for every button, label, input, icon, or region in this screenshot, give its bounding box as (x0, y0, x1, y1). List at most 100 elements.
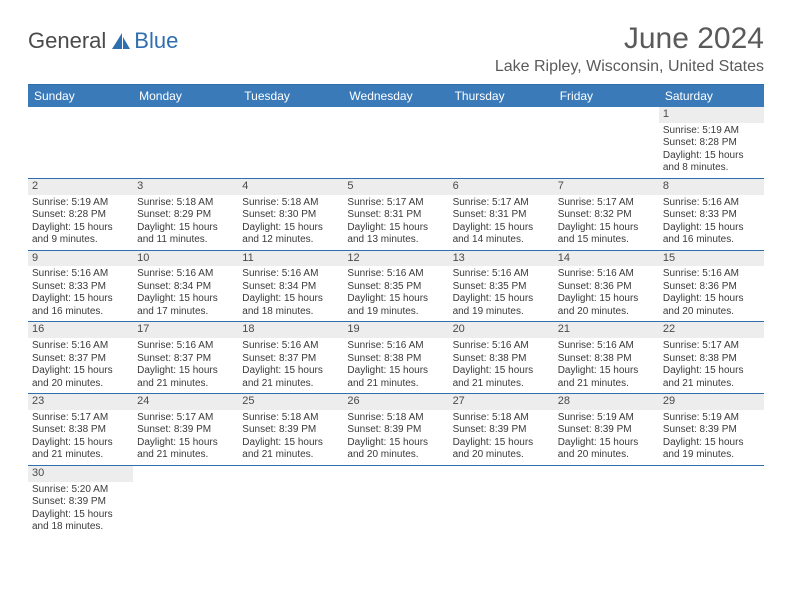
calendar-cell: 29Sunrise: 5:19 AMSunset: 8:39 PMDayligh… (659, 394, 764, 465)
sunrise-text: Sunrise: 5:18 AM (242, 412, 339, 425)
sunset-text: Sunset: 8:31 PM (453, 209, 550, 222)
day-number: 21 (554, 322, 659, 338)
daylight-text: and 8 minutes. (663, 162, 760, 175)
page-title: June 2024 (624, 22, 764, 56)
daylight-text: Daylight: 15 hours (453, 293, 550, 306)
sunrise-text: Sunrise: 5:17 AM (663, 340, 760, 353)
sunrise-text: Sunrise: 5:18 AM (347, 412, 444, 425)
sunset-text: Sunset: 8:37 PM (137, 353, 234, 366)
daylight-text: Daylight: 15 hours (663, 437, 760, 450)
sunset-text: Sunset: 8:39 PM (558, 424, 655, 437)
sunset-text: Sunset: 8:34 PM (242, 281, 339, 294)
sunset-text: Sunset: 8:28 PM (663, 137, 760, 150)
day-number: 3 (133, 179, 238, 195)
daylight-text: Daylight: 15 hours (347, 365, 444, 378)
calendar-page: General Blue June 2024 Lake Ripley, Wisc… (0, 0, 792, 559)
daylight-text: and 21 minutes. (137, 449, 234, 462)
sunset-text: Sunset: 8:38 PM (453, 353, 550, 366)
sunset-text: Sunset: 8:33 PM (663, 209, 760, 222)
sunrise-text: Sunrise: 5:16 AM (453, 340, 550, 353)
day-number: 10 (133, 251, 238, 267)
daylight-text: and 19 minutes. (453, 306, 550, 319)
sunrise-text: Sunrise: 5:19 AM (663, 412, 760, 425)
day-number: 27 (449, 394, 554, 410)
day-number: 15 (659, 251, 764, 267)
calendar-cell: 2Sunrise: 5:19 AMSunset: 8:28 PMDaylight… (28, 179, 133, 250)
day-number: 1 (659, 107, 764, 123)
daylight-text: and 19 minutes. (347, 306, 444, 319)
daylight-text: Daylight: 15 hours (558, 437, 655, 450)
daylight-text: and 20 minutes. (347, 449, 444, 462)
daylight-text: Daylight: 15 hours (137, 293, 234, 306)
calendar-cell: 18Sunrise: 5:16 AMSunset: 8:37 PMDayligh… (238, 322, 343, 393)
daylight-text: Daylight: 15 hours (242, 293, 339, 306)
sunrise-text: Sunrise: 5:18 AM (137, 197, 234, 210)
calendar-header-row: Sunday Monday Tuesday Wednesday Thursday… (28, 85, 764, 107)
daylight-text: Daylight: 15 hours (347, 293, 444, 306)
sunset-text: Sunset: 8:39 PM (453, 424, 550, 437)
sunset-text: Sunset: 8:28 PM (32, 209, 129, 222)
daylight-text: Daylight: 15 hours (32, 437, 129, 450)
daylight-text: Daylight: 15 hours (558, 293, 655, 306)
calendar-cell (238, 466, 343, 537)
daylight-text: Daylight: 15 hours (663, 222, 760, 235)
calendar-grid: Sunday Monday Tuesday Wednesday Thursday… (28, 84, 764, 537)
calendar-cell (554, 466, 659, 537)
day-number: 24 (133, 394, 238, 410)
sunrise-text: Sunrise: 5:16 AM (32, 268, 129, 281)
calendar-cell (133, 466, 238, 537)
daylight-text: Daylight: 15 hours (347, 222, 444, 235)
calendar-cell: 25 Sunrise: 5:18 AMSunset: 8:39 PMDayligh… (238, 394, 343, 465)
weeks-container: 1Sunrise: 5:19 AMSunset: 8:28 PMDaylight… (28, 107, 764, 537)
calendar-cell (343, 107, 448, 178)
calendar-cell: 3Sunrise: 5:18 AMSunset: 8:29 PMDaylight… (133, 179, 238, 250)
calendar-cell: 1Sunrise: 5:19 AMSunset: 8:28 PMDaylight… (659, 107, 764, 178)
day-number: 19 (343, 322, 448, 338)
day-header: Thursday (449, 85, 554, 107)
sunrise-text: Sunrise: 5:19 AM (558, 412, 655, 425)
calendar-cell: 9Sunrise: 5:16 AMSunset: 8:33 PMDaylight… (28, 251, 133, 322)
daylight-text: Daylight: 15 hours (453, 222, 550, 235)
sunrise-text: Sunrise: 5:17 AM (558, 197, 655, 210)
day-number: 4 (238, 179, 343, 195)
daylight-text: and 21 minutes. (32, 449, 129, 462)
sunset-text: Sunset: 8:33 PM (32, 281, 129, 294)
calendar-cell: 13Sunrise: 5:16 AMSunset: 8:35 PMDayligh… (449, 251, 554, 322)
sunrise-text: Sunrise: 5:17 AM (347, 197, 444, 210)
sunset-text: Sunset: 8:39 PM (242, 424, 339, 437)
calendar-week-row: 1Sunrise: 5:19 AMSunset: 8:28 PMDaylight… (28, 107, 764, 179)
calendar-cell: 26Sunrise: 5:18 AMSunset: 8:39 PMDayligh… (343, 394, 448, 465)
calendar-cell (659, 466, 764, 537)
daylight-text: and 20 minutes. (663, 306, 760, 319)
calendar-cell (28, 107, 133, 178)
calendar-week-row: 16Sunrise: 5:16 AMSunset: 8:37 PMDayligh… (28, 322, 764, 394)
sunrise-text: Sunrise: 5:16 AM (663, 268, 760, 281)
calendar-cell: 30Sunrise: 5:20 AMSunset: 8:39 PMDayligh… (28, 466, 133, 537)
day-number: 17 (133, 322, 238, 338)
sunset-text: Sunset: 8:38 PM (558, 353, 655, 366)
calendar-cell: 7Sunrise: 5:17 AMSunset: 8:32 PMDaylight… (554, 179, 659, 250)
sunrise-text: Sunrise: 5:20 AM (32, 484, 129, 497)
sunrise-text: Sunrise: 5:19 AM (32, 197, 129, 210)
sunset-text: Sunset: 8:36 PM (558, 281, 655, 294)
sunrise-text: Sunrise: 5:16 AM (558, 268, 655, 281)
daylight-text: Daylight: 15 hours (453, 365, 550, 378)
calendar-cell: 22Sunrise: 5:17 AMSunset: 8:38 PMDayligh… (659, 322, 764, 393)
day-number: 5 (343, 179, 448, 195)
daylight-text: and 21 minutes. (137, 378, 234, 391)
daylight-text: Daylight: 15 hours (347, 437, 444, 450)
daylight-text: Daylight: 15 hours (242, 437, 339, 450)
calendar-cell: 12Sunrise: 5:16 AMSunset: 8:35 PMDayligh… (343, 251, 448, 322)
title-block: June 2024 (624, 22, 764, 56)
day-number: 25 (238, 394, 343, 410)
calendar-cell: 20Sunrise: 5:16 AMSunset: 8:38 PMDayligh… (449, 322, 554, 393)
daylight-text: Daylight: 15 hours (558, 365, 655, 378)
day-number: 14 (554, 251, 659, 267)
sunrise-text: Sunrise: 5:16 AM (347, 268, 444, 281)
calendar-cell: 17Sunrise: 5:16 AMSunset: 8:37 PMDayligh… (133, 322, 238, 393)
daylight-text: and 12 minutes. (242, 234, 339, 247)
day-header: Sunday (28, 85, 133, 107)
calendar-cell: 14Sunrise: 5:16 AMSunset: 8:36 PMDayligh… (554, 251, 659, 322)
day-number: 13 (449, 251, 554, 267)
sunset-text: Sunset: 8:35 PM (453, 281, 550, 294)
